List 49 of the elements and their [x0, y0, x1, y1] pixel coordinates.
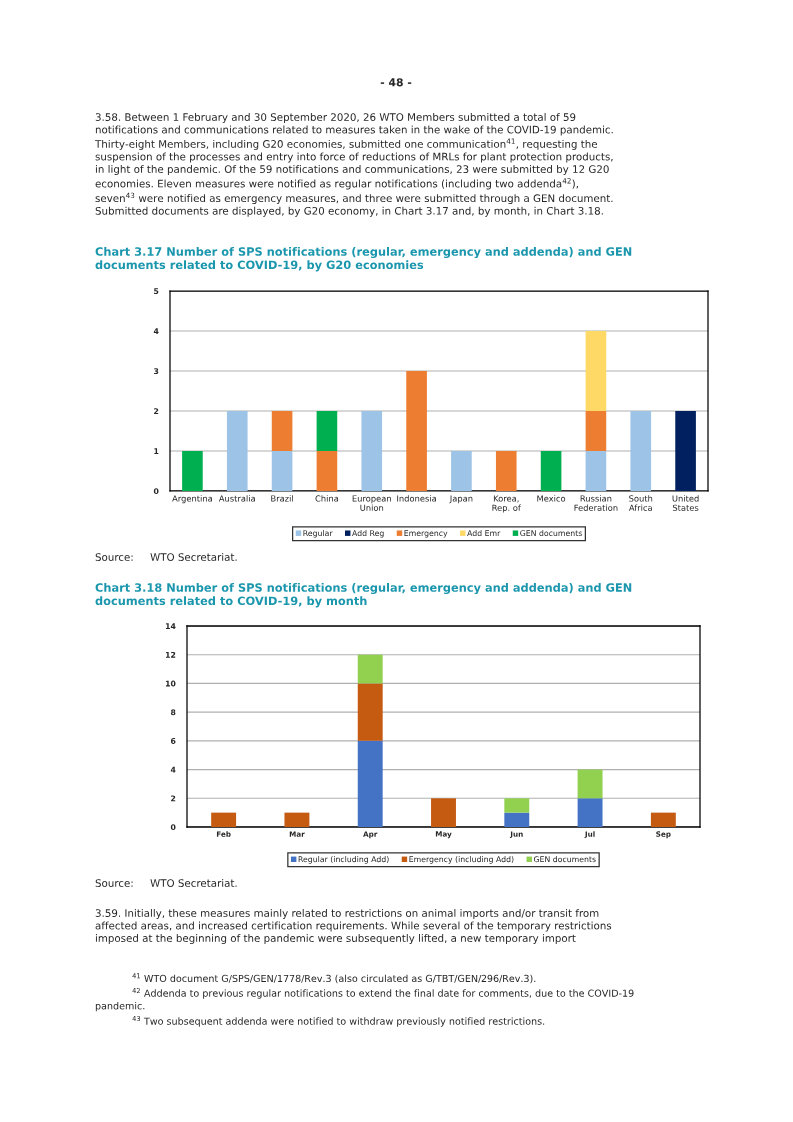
text: $^{43}$ Two subsequent addenda were notified to withdraw previously notified restrictions. — [132, 1016, 545, 1027]
text: $^{42}$ Addenda to previous regular notifications to extend the final date for comments, due to the COVID-19 pandemic. — [95, 988, 634, 1012]
bar — [585, 451, 607, 491]
chart-title: Chart 3.17 Number of SPS notifications (regular, emergency and addenda) and GEN documents related to COVID-19, by G20 economies — [95, 247, 632, 272]
source-note: Source: WTO Secretariat. — [95, 879, 237, 887]
x-tick-label: European Union — [352, 495, 391, 511]
bar — [284, 812, 310, 827]
x-tick-label: Australia — [218, 495, 255, 502]
bar — [540, 451, 562, 491]
bar — [316, 411, 338, 451]
bar — [431, 798, 456, 827]
bar — [316, 451, 338, 491]
text: - 48 - — [380, 78, 412, 87]
bar — [504, 798, 530, 813]
bar — [361, 411, 383, 491]
bar — [675, 411, 696, 491]
x-tick-label: Russian Federation — [574, 495, 618, 511]
bar — [585, 411, 607, 451]
bar — [585, 331, 607, 411]
bar — [271, 451, 293, 491]
bar — [495, 451, 517, 491]
text: $^{41}$ WTO document G/SPS/GEN/1778/Rev.3 (also circulated as G/TBT/GEN/296/Rev.3). — [132, 973, 536, 984]
bar — [182, 451, 203, 491]
bar — [577, 798, 603, 827]
bar — [357, 683, 383, 741]
bar — [406, 371, 427, 491]
bar — [577, 769, 603, 799]
bar — [271, 411, 293, 451]
bar — [226, 411, 248, 491]
chart-title: Chart 3.18 Number of SPS notifications (regular, emergency and addenda) and GEN documents related to COVID-19, by month — [95, 583, 632, 608]
x-tick-label: South Africa — [628, 495, 653, 511]
x-tick-label: Japan — [449, 495, 473, 504]
bar — [357, 740, 383, 827]
x-tick-label: Mexico — [537, 495, 566, 502]
x-tick-label: Indonesia — [397, 495, 436, 502]
x-tick-label: Brazil — [271, 495, 293, 502]
x-tick-label: Korea, Rep. of — [492, 495, 521, 513]
text: 3.58. Between 1 February and 30 September 2020, 26 WTO Members submitted a total of 59 notifications and communications related to measures taken in the wake of the COVID-19 pandemic. Thirty-eight Members, including G20 economies, submitted one communication$^{41}$, requesting the suspension of the processes and entry into force of reductions of MRLs for plant protection products, in light of the pandemic. Of the 59 notifications and communications, 23 were submitted by 12 G20 economies. Eleven measures were notified as regular notifications (including two addenda$^{42}$), seven$^{43}$ were notified as emergency measures, and three were submitted through a GEN document. Submitted documents are displayed, by G20 economy, in Chart 3.17 and, by month, in Chart 3.18. — [94, 113, 613, 217]
x-tick-label: Argentina — [172, 495, 212, 504]
bar — [357, 654, 383, 684]
text: 3.59. Initially, these measures mainly related to restrictions on animal imports and/or transit from affected areas, and increased certification requirements. While several of the temporary restrictions imposed at the beginning of the pandemic were subsequently lifted, a new temporary import — [95, 909, 612, 944]
bar — [211, 812, 237, 827]
x-tick-label: United States — [672, 495, 699, 511]
bar — [451, 451, 472, 491]
bar — [630, 411, 652, 491]
x-tick-label: China — [315, 495, 339, 502]
bar — [650, 812, 676, 827]
bar — [504, 812, 530, 827]
source-note: Source: WTO Secretariat. — [95, 553, 237, 561]
